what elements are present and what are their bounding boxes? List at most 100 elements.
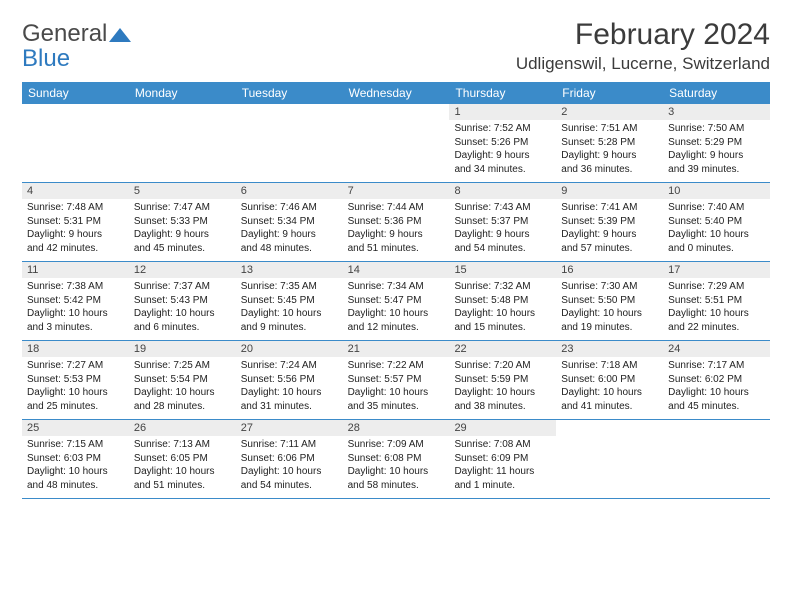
day-line: and 15 minutes.	[454, 321, 551, 335]
calendar: Sunday Monday Tuesday Wednesday Thursday…	[22, 82, 770, 499]
day-body: Sunrise: 7:18 AMSunset: 6:00 PMDaylight:…	[556, 357, 663, 417]
day-line: Sunrise: 7:43 AM	[454, 201, 551, 215]
day-number: 8	[449, 183, 556, 199]
day-line: and 36 minutes.	[561, 163, 658, 177]
day-line: and 25 minutes.	[27, 400, 124, 414]
day-line: Daylight: 9 hours	[561, 149, 658, 163]
day-cell	[556, 420, 663, 498]
day-line: Sunrise: 7:30 AM	[561, 280, 658, 294]
day-line: and 48 minutes.	[27, 479, 124, 493]
day-line: Daylight: 9 hours	[668, 149, 765, 163]
day-line: Daylight: 10 hours	[134, 465, 231, 479]
day-line: and 28 minutes.	[134, 400, 231, 414]
day-number: 2	[556, 104, 663, 120]
day-line: Sunset: 5:45 PM	[241, 294, 338, 308]
day-body: Sunrise: 7:51 AMSunset: 5:28 PMDaylight:…	[556, 120, 663, 180]
day-line: and 9 minutes.	[241, 321, 338, 335]
header: General Blue February 2024 Udligenswil, …	[22, 18, 770, 74]
day-line: Sunrise: 7:13 AM	[134, 438, 231, 452]
day-body: Sunrise: 7:41 AMSunset: 5:39 PMDaylight:…	[556, 199, 663, 259]
day-line: and 0 minutes.	[668, 242, 765, 256]
day-line: Sunrise: 7:35 AM	[241, 280, 338, 294]
weekday-sun: Sunday	[22, 82, 129, 104]
day-line: and 54 minutes.	[241, 479, 338, 493]
day-body: Sunrise: 7:17 AMSunset: 6:02 PMDaylight:…	[663, 357, 770, 417]
day-body: Sunrise: 7:35 AMSunset: 5:45 PMDaylight:…	[236, 278, 343, 338]
day-cell	[663, 420, 770, 498]
weekday-tue: Tuesday	[236, 82, 343, 104]
day-body: Sunrise: 7:24 AMSunset: 5:56 PMDaylight:…	[236, 357, 343, 417]
day-cell: 4Sunrise: 7:48 AMSunset: 5:31 PMDaylight…	[22, 183, 129, 261]
day-number: 18	[22, 341, 129, 357]
day-body	[22, 122, 129, 128]
day-cell: 23Sunrise: 7:18 AMSunset: 6:00 PMDayligh…	[556, 341, 663, 419]
day-line: Daylight: 10 hours	[668, 307, 765, 321]
day-line: Sunset: 5:43 PM	[134, 294, 231, 308]
day-cell: 3Sunrise: 7:50 AMSunset: 5:29 PMDaylight…	[663, 104, 770, 182]
day-body: Sunrise: 7:34 AMSunset: 5:47 PMDaylight:…	[343, 278, 450, 338]
day-body	[556, 438, 663, 444]
logo-triangle-icon	[109, 26, 131, 47]
day-line: Sunrise: 7:50 AM	[668, 122, 765, 136]
day-line: Sunset: 6:00 PM	[561, 373, 658, 387]
day-number: 26	[129, 420, 236, 436]
day-line: Sunrise: 7:44 AM	[348, 201, 445, 215]
day-body: Sunrise: 7:20 AMSunset: 5:59 PMDaylight:…	[449, 357, 556, 417]
day-line: and 6 minutes.	[134, 321, 231, 335]
day-line: and 45 minutes.	[134, 242, 231, 256]
day-line: Sunset: 5:56 PM	[241, 373, 338, 387]
day-number: 3	[663, 104, 770, 120]
day-number	[22, 104, 129, 122]
day-cell: 17Sunrise: 7:29 AMSunset: 5:51 PMDayligh…	[663, 262, 770, 340]
day-cell: 11Sunrise: 7:38 AMSunset: 5:42 PMDayligh…	[22, 262, 129, 340]
week-row: 25Sunrise: 7:15 AMSunset: 6:03 PMDayligh…	[22, 420, 770, 499]
day-body	[343, 122, 450, 128]
day-line: Sunrise: 7:27 AM	[27, 359, 124, 373]
logo: General Blue	[22, 22, 131, 71]
day-cell: 22Sunrise: 7:20 AMSunset: 5:59 PMDayligh…	[449, 341, 556, 419]
day-cell	[236, 104, 343, 182]
week-row: 18Sunrise: 7:27 AMSunset: 5:53 PMDayligh…	[22, 341, 770, 420]
day-number: 28	[343, 420, 450, 436]
day-number: 22	[449, 341, 556, 357]
day-line: Sunrise: 7:38 AM	[27, 280, 124, 294]
day-number: 4	[22, 183, 129, 199]
day-line: Sunrise: 7:25 AM	[134, 359, 231, 373]
day-line: Sunrise: 7:34 AM	[348, 280, 445, 294]
day-cell: 29Sunrise: 7:08 AMSunset: 6:09 PMDayligh…	[449, 420, 556, 498]
day-number: 21	[343, 341, 450, 357]
day-line: Daylight: 10 hours	[27, 465, 124, 479]
day-cell: 12Sunrise: 7:37 AMSunset: 5:43 PMDayligh…	[129, 262, 236, 340]
day-line: Sunset: 6:08 PM	[348, 452, 445, 466]
day-line: and 3 minutes.	[27, 321, 124, 335]
day-cell: 13Sunrise: 7:35 AMSunset: 5:45 PMDayligh…	[236, 262, 343, 340]
day-cell: 2Sunrise: 7:51 AMSunset: 5:28 PMDaylight…	[556, 104, 663, 182]
weekday-mon: Monday	[129, 82, 236, 104]
day-body: Sunrise: 7:08 AMSunset: 6:09 PMDaylight:…	[449, 436, 556, 496]
day-number: 5	[129, 183, 236, 199]
day-cell: 21Sunrise: 7:22 AMSunset: 5:57 PMDayligh…	[343, 341, 450, 419]
day-number: 1	[449, 104, 556, 120]
day-cell: 7Sunrise: 7:44 AMSunset: 5:36 PMDaylight…	[343, 183, 450, 261]
month-title: February 2024	[516, 18, 770, 52]
day-cell: 1Sunrise: 7:52 AMSunset: 5:26 PMDaylight…	[449, 104, 556, 182]
day-line: Sunset: 6:06 PM	[241, 452, 338, 466]
day-line: Daylight: 10 hours	[561, 386, 658, 400]
day-line: Sunrise: 7:08 AM	[454, 438, 551, 452]
day-body: Sunrise: 7:37 AMSunset: 5:43 PMDaylight:…	[129, 278, 236, 338]
day-line: and 39 minutes.	[668, 163, 765, 177]
day-cell: 26Sunrise: 7:13 AMSunset: 6:05 PMDayligh…	[129, 420, 236, 498]
day-line: Sunset: 5:26 PM	[454, 136, 551, 150]
day-number	[236, 104, 343, 122]
day-body: Sunrise: 7:15 AMSunset: 6:03 PMDaylight:…	[22, 436, 129, 496]
day-line: Sunset: 5:51 PM	[668, 294, 765, 308]
day-body: Sunrise: 7:22 AMSunset: 5:57 PMDaylight:…	[343, 357, 450, 417]
day-cell: 10Sunrise: 7:40 AMSunset: 5:40 PMDayligh…	[663, 183, 770, 261]
day-line: Sunrise: 7:17 AM	[668, 359, 765, 373]
day-line: Sunrise: 7:32 AM	[454, 280, 551, 294]
day-cell	[343, 104, 450, 182]
day-line: Daylight: 9 hours	[241, 228, 338, 242]
day-line: and 51 minutes.	[134, 479, 231, 493]
day-body: Sunrise: 7:47 AMSunset: 5:33 PMDaylight:…	[129, 199, 236, 259]
weekday-wed: Wednesday	[343, 82, 450, 104]
